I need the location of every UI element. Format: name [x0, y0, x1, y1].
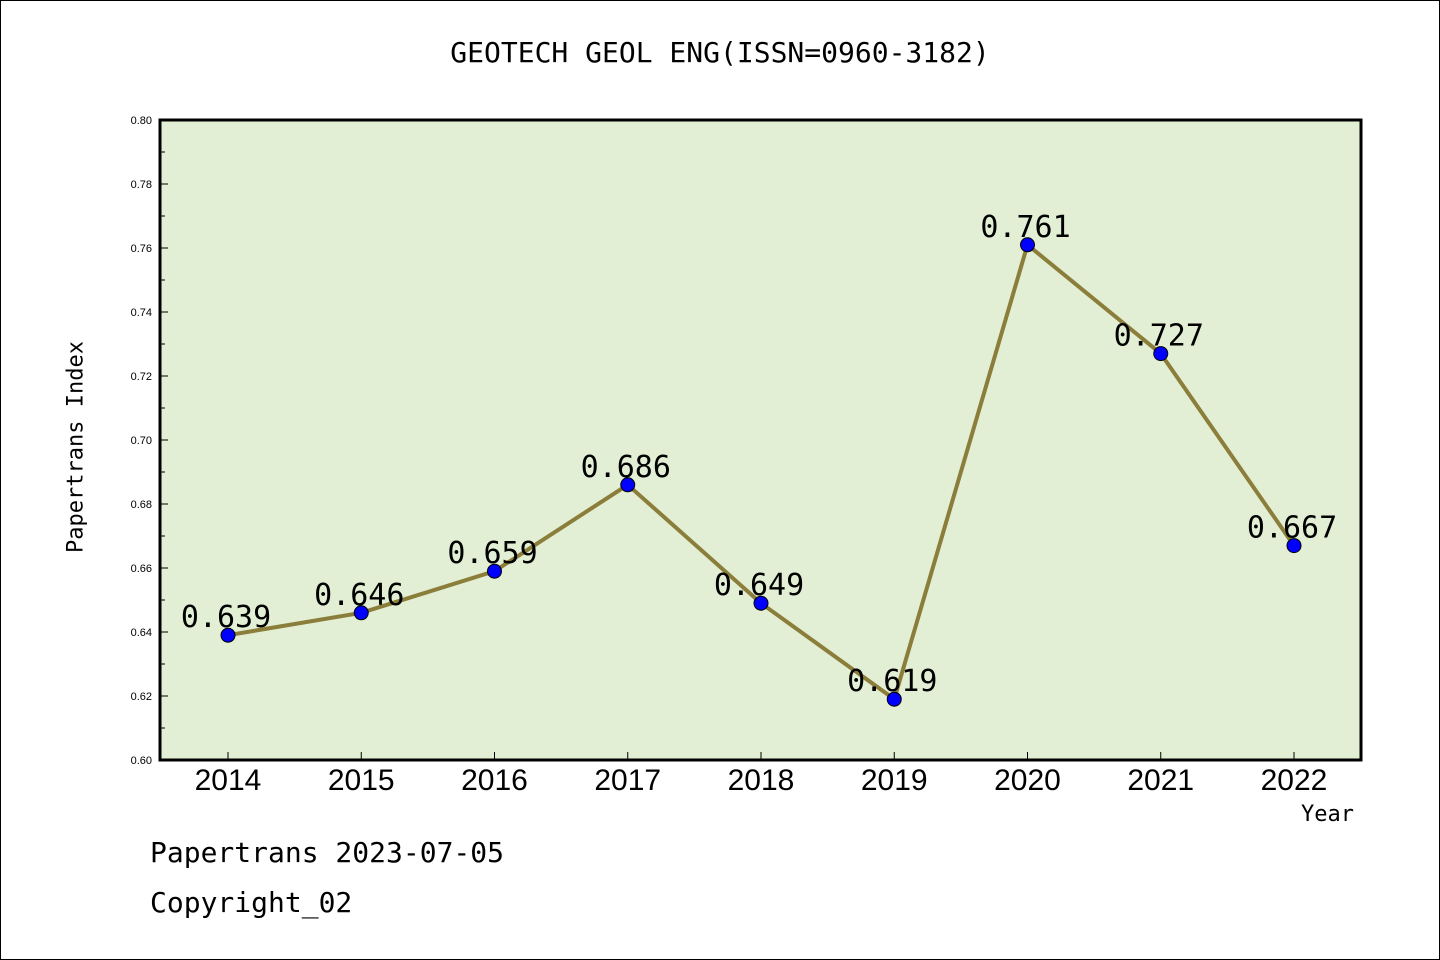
y-tick-label: 0.74 — [131, 307, 152, 319]
x-tick-label: 2015 — [328, 764, 395, 797]
x-tick-label: 2021 — [1127, 764, 1194, 797]
footer-date: Papertrans 2023-07-05 — [150, 836, 505, 869]
data-label: 0.649 — [714, 568, 804, 603]
chart-title: GEOTECH GEOL ENG(ISSN=0960-3182) — [450, 36, 990, 69]
x-tick-label: 2019 — [861, 764, 928, 797]
y-tick-label: 0.70 — [131, 435, 152, 447]
data-point — [487, 563, 502, 579]
data-point — [753, 595, 769, 611]
y-tick-label: 0.62 — [131, 691, 152, 703]
y-tick-label: 0.64 — [131, 627, 152, 639]
x-tick-label: 2014 — [195, 764, 262, 797]
y-axis-label: Papertrans Index — [63, 341, 89, 553]
y-axis: 0.60 0.62 0.64 0.66 0.68 0.70 0.72 0.74 0.76 0.78… — [131, 115, 168, 767]
y-tick-label: 0.76 — [131, 243, 152, 255]
data-label: 0.667 — [1247, 511, 1337, 546]
y-tick-label: 0.66 — [131, 563, 152, 575]
data-label: 0.727 — [1114, 319, 1204, 354]
data-label: 0.761 — [980, 210, 1070, 245]
data-point — [886, 691, 902, 707]
plot-area — [158, 118, 1363, 762]
x-tick-label: 2020 — [994, 764, 1061, 797]
y-tick-label: 0.78 — [131, 179, 152, 191]
y-tick-label: 0.60 — [131, 755, 152, 767]
data-points — [220, 237, 1302, 707]
data-label: 0.619 — [847, 664, 937, 699]
y-tick-label: 0.80 — [131, 115, 152, 127]
data-point — [1153, 346, 1169, 362]
data-point — [353, 605, 369, 621]
data-point — [620, 477, 636, 493]
x-axis: 2014 2015 2016 2017 2018 2019 2020 2021 2022 — [195, 752, 1328, 797]
x-tick-label: 2017 — [594, 764, 661, 797]
footer-copyright: Copyright_02 — [150, 886, 353, 919]
data-label: 0.646 — [314, 578, 404, 613]
x-tick-label: 2022 — [1261, 764, 1328, 797]
data-point — [220, 627, 236, 643]
data-label: 0.639 — [181, 600, 271, 635]
x-axis-label: Year — [1301, 802, 1354, 827]
data-label: 0.686 — [581, 450, 671, 485]
x-tick-label: 2018 — [728, 764, 795, 797]
data-point — [1286, 538, 1302, 554]
x-tick-label: 2016 — [461, 764, 528, 797]
y-tick-label: 0.68 — [131, 499, 152, 511]
y-tick-label: 0.72 — [131, 371, 152, 383]
data-point — [1020, 237, 1035, 253]
data-label: 0.659 — [447, 536, 537, 571]
data-labels: 0.639 0.646 0.659 0.686 0.649 0.619 0.761 0.727… — [181, 210, 1337, 699]
